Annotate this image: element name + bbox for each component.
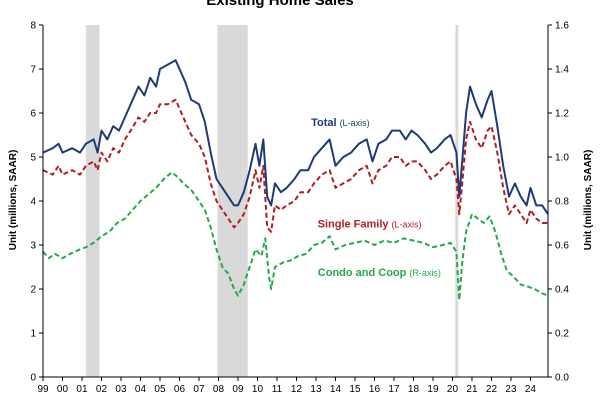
left-y-tick-label: 3 [30, 241, 36, 252]
x-tick-label: 07 [193, 384, 205, 395]
left-y-tick-label: 5 [30, 153, 36, 164]
series-annotation-name: Condo and Coop [318, 267, 407, 279]
series-line-total [42, 59, 549, 215]
axes [42, 25, 549, 378]
series-annotation-axis-note: (R-axis) [409, 268, 441, 278]
left-y-ticks: 0 1 2 3 4 5 6 7 8 [30, 21, 43, 384]
x-tick-label: 09 [232, 384, 244, 395]
x-tick-label: 16 [369, 384, 381, 395]
series-annotation-name: Total [311, 117, 336, 129]
series-lines [42, 59, 549, 301]
series-line-condo-and-coop [42, 171, 549, 301]
right-y-tick-label: 1.4 [555, 65, 569, 76]
right-y-tick-label: 0.4 [555, 285, 569, 296]
series-annotation: Single Family (L-axis) [318, 218, 422, 230]
recession-band-1 [85, 25, 100, 377]
series-annotation: Total (L-axis) [311, 117, 369, 129]
x-tick-label: 15 [349, 384, 361, 395]
x-tick-label: 13 [310, 384, 322, 395]
x-tick-label: 10 [252, 384, 264, 395]
left-y-tick-label: 6 [30, 109, 36, 120]
x-tick-label: 23 [505, 384, 517, 395]
x-tick-label: 24 [525, 384, 537, 395]
right-y-ticks: 0.0 0.2 0.4 0.6 0.8 1.0 1.2 1.4 1.6 [548, 21, 569, 384]
right-y-tick-label: 1.6 [555, 21, 569, 32]
right-y-tick-label: 0.2 [555, 329, 569, 340]
left-y-tick-label: 0 [30, 373, 36, 384]
x-tick-label: 03 [115, 384, 127, 395]
x-tick-label: 17 [388, 384, 400, 395]
x-tick-label: 01 [76, 384, 88, 395]
x-tick-label: 99 [37, 384, 49, 395]
left-y-tick-label: 4 [30, 197, 36, 208]
series-annotation-axis-note: (L-axis) [392, 219, 422, 229]
x-tick-label: 02 [96, 384, 108, 395]
chart-title: Existing Home Sales [206, 0, 354, 9]
recession-bands [85, 25, 459, 377]
x-tick-label: 05 [154, 384, 166, 395]
x-tick-label: 06 [174, 384, 186, 395]
right-y-axis-title: Unit (millions, SAAR) [583, 150, 594, 251]
x-tick-label: 21 [466, 384, 478, 395]
right-y-tick-label: 1.0 [555, 153, 569, 164]
series-annotation-axis-note: (L-axis) [340, 118, 370, 128]
x-tick-label: 18 [408, 384, 420, 395]
right-y-tick-label: 0.6 [555, 241, 569, 252]
recession-band-3 [455, 25, 459, 377]
x-tick-label: 19 [427, 384, 439, 395]
x-tick-label: 04 [135, 384, 147, 395]
left-y-tick-label: 7 [30, 65, 36, 76]
x-tick-label: 20 [447, 384, 459, 395]
x-tick-label: 22 [486, 384, 498, 395]
recession-band-2 [217, 25, 248, 377]
left-y-tick-label: 1 [30, 329, 36, 340]
right-y-tick-label: 0.0 [555, 373, 569, 384]
left-y-tick-label: 2 [30, 285, 36, 296]
series-annotation: Condo and Coop (R-axis) [318, 267, 441, 279]
left-y-axis-title: Unit (millions, SAAR) [8, 150, 19, 251]
right-y-tick-label: 0.8 [555, 197, 569, 208]
x-tick-label: 12 [291, 384, 303, 395]
x-tick-label: 11 [272, 384, 283, 395]
series-annotations: Total (L-axis)Single Family (L-axis)Condo … [311, 117, 441, 279]
x-ticks: 99 00 01 02 03 04 05 06 07 08 09 10 11 12 13 14 15 16 17 18… [37, 377, 536, 395]
series-line-single-family [42, 98, 548, 233]
x-tick-label: 14 [330, 384, 342, 395]
x-tick-label: 00 [57, 384, 69, 395]
left-y-tick-label: 8 [30, 21, 36, 32]
right-y-tick-label: 1.2 [555, 109, 569, 120]
series-annotation-name: Single Family [318, 218, 390, 230]
x-tick-label: 08 [213, 384, 225, 395]
